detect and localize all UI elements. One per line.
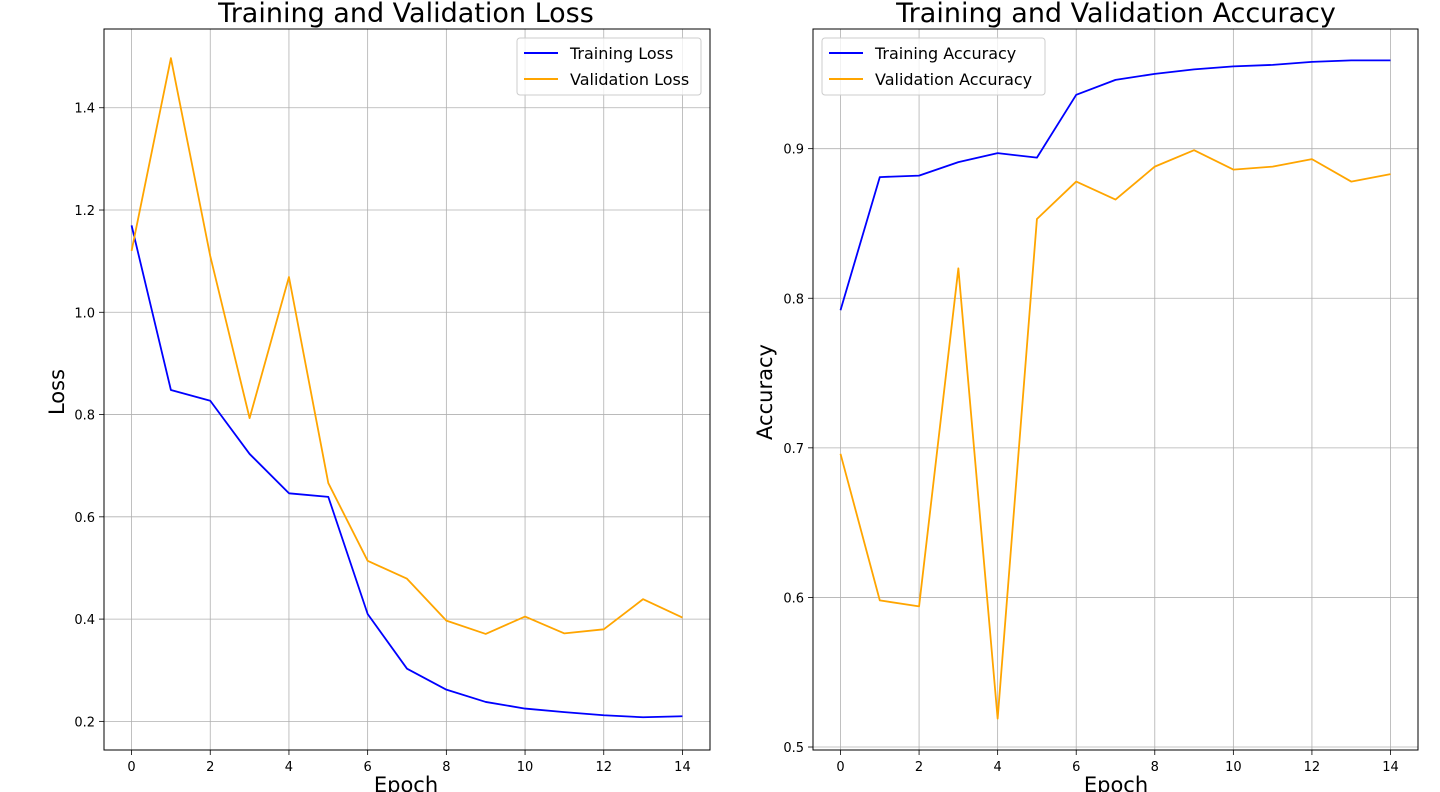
accuracy-axes-frame (812, 28, 1419, 751)
accuracy-x-tick-label-14: 14 (1382, 760, 1399, 775)
accuracy-x-tick-label-0: 0 (836, 760, 844, 775)
loss-chart: Training and Validation Loss 0 2 4 6 8 10 12 14… (45, 0, 711, 792)
loss-x-axis-label: Epoch (374, 773, 438, 792)
series-line-validation-loss (130, 57, 683, 635)
loss-x-tick-label-14: 14 (674, 760, 691, 775)
loss-legend: Training Loss Validation Loss (516, 37, 702, 96)
accuracy-plot-area (813, 29, 1418, 750)
accuracy-y-tick-label-0-9: 0.9 (783, 143, 804, 158)
accuracy-x-tick-label-10: 10 (1225, 760, 1242, 775)
loss-x-tick-label-4: 4 (285, 760, 293, 775)
accuracy-legend: Training Accuracy Validation Accuracy (821, 37, 1046, 96)
accuracy-series-lines (839, 59, 1391, 720)
loss-x-ticks: 0 2 4 6 8 10 12 14 (127, 750, 691, 775)
accuracy-chart: Training and Validation Accuracy 0 2 4 6 8 10… (753, 0, 1419, 792)
legend-label-training-accuracy: Training Accuracy (874, 44, 1016, 63)
loss-y-axis-label: Loss (45, 369, 69, 415)
series-line-validation-accuracy (839, 149, 1391, 720)
accuracy-x-ticks: 0 2 4 6 8 10 12 14 (836, 750, 1399, 775)
loss-y-tick-label-0-2: 0.2 (74, 715, 95, 730)
accuracy-x-tick-label-8: 8 (1151, 760, 1159, 775)
accuracy-x-tick-label-12: 12 (1304, 760, 1321, 775)
loss-x-tick-label-0: 0 (127, 760, 135, 775)
accuracy-legend-box (821, 37, 1046, 96)
loss-x-tick-label-12: 12 (595, 760, 612, 775)
loss-x-tick-label-2: 2 (206, 760, 214, 775)
series-line-training-loss (130, 225, 683, 719)
accuracy-y-axis-label: Accuracy (753, 344, 777, 440)
loss-y-tick-label-0-8: 0.8 (74, 409, 95, 424)
accuracy-y-tick-label-0-7: 0.7 (783, 442, 804, 457)
accuracy-chart-title: Training and Validation Accuracy (895, 0, 1336, 29)
loss-x-tick-label-8: 8 (442, 760, 450, 775)
accuracy-y-ticks: 0.5 0.6 0.7 0.8 0.9 (783, 143, 813, 756)
loss-y-tick-label-1-2: 1.2 (74, 204, 95, 219)
accuracy-y-tick-label-0-5: 0.5 (783, 741, 804, 756)
accuracy-y-tick-label-0-8: 0.8 (783, 292, 804, 307)
loss-x-tick-label-10: 10 (517, 760, 534, 775)
loss-legend-box (516, 37, 702, 96)
accuracy-x-tick-label-6: 6 (1072, 760, 1080, 775)
loss-y-tick-label-0-6: 0.6 (74, 511, 95, 526)
accuracy-grid (813, 29, 1418, 750)
loss-chart-title: Training and Validation Loss (217, 0, 594, 29)
loss-grid (104, 29, 710, 750)
accuracy-x-tick-label-4: 4 (994, 760, 1002, 775)
loss-y-tick-label-1: 1.0 (74, 306, 95, 321)
accuracy-y-tick-label-0-6: 0.6 (783, 591, 804, 606)
accuracy-x-axis-label: Epoch (1084, 773, 1148, 792)
loss-plot-area (104, 29, 710, 750)
loss-axes-frame (103, 28, 711, 751)
loss-x-tick-label-6: 6 (364, 760, 372, 775)
loss-y-ticks: 0.2 0.4 0.6 0.8 1.0 1.2 1.4 (74, 102, 104, 730)
legend-label-training-loss: Training Loss (569, 44, 673, 63)
accuracy-x-tick-label-2: 2 (915, 760, 923, 775)
loss-y-tick-label-1-4: 1.4 (74, 102, 95, 117)
legend-label-validation-loss: Validation Loss (570, 70, 689, 89)
loss-series-lines (130, 57, 683, 719)
loss-y-tick-label-0-4: 0.4 (74, 613, 95, 628)
legend-label-validation-accuracy: Validation Accuracy (875, 70, 1032, 89)
series-line-training-accuracy (839, 59, 1391, 311)
